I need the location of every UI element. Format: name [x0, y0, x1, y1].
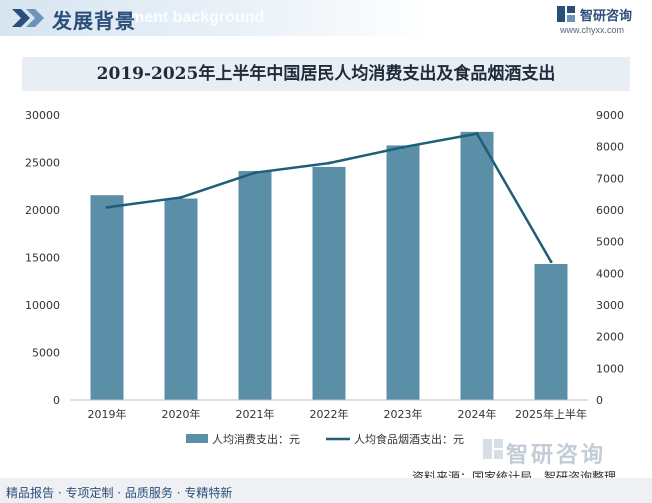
y-left-tick-1: 5000	[32, 347, 60, 360]
page-title: 发展背景	[52, 9, 136, 33]
line-point-1	[179, 195, 183, 199]
watermark-text: 智研咨询	[506, 443, 607, 468]
y-left-tick-3: 15000	[25, 252, 60, 265]
y-right-tick-6: 6000	[596, 204, 624, 217]
y-right-tick-0: 0	[596, 394, 603, 407]
chart-title: 2019-2025年上半年中国居民人均消费支出及食品烟酒支出	[96, 64, 556, 84]
bar-4	[386, 145, 420, 400]
x-tick-label-2: 2021年	[236, 407, 275, 421]
brand-url: www.chyxx.com	[560, 25, 625, 35]
legend-label-bar: 人均消费支出：元	[212, 432, 300, 446]
y-right-tick-7: 7000	[596, 172, 624, 185]
y-left-tick-2: 10000	[25, 299, 60, 312]
line-point-5	[475, 132, 479, 136]
line-point-0	[105, 205, 109, 209]
y-right-tick-2: 2000	[596, 331, 624, 344]
legend-swatch-bar	[186, 434, 208, 443]
bar-1	[164, 198, 198, 400]
y-right-tick-8: 8000	[596, 141, 624, 154]
header: ment background 发展背景 智研咨询 www.chyxx.com	[0, 0, 652, 40]
combo-chart: 2019年 2020年 2021年 2022年 2023年 2024年 2025年上半年 0 5…	[25, 109, 624, 446]
y-left-tick-5: 25000	[25, 157, 60, 170]
y-right-tick-9: 9000	[596, 109, 624, 122]
legend-label-line: 人均食品烟酒支出：元	[354, 432, 464, 446]
bar-0	[90, 195, 124, 400]
y-left-tick-6: 30000	[25, 109, 60, 122]
footer-slogan: 精品报告 · 专项定制 · 品质服务 · 专精特新	[6, 486, 233, 500]
y-right-tick-5: 5000	[596, 236, 624, 249]
line-point-3	[327, 161, 331, 165]
chart-title-band	[22, 57, 630, 91]
x-tick-label-6: 2025年上半年	[515, 407, 587, 421]
line-point-4	[401, 145, 405, 149]
x-tick-label-0: 2019年	[88, 407, 127, 421]
double-chevron-icon	[12, 9, 44, 27]
x-tick-label-5: 2024年	[458, 407, 497, 421]
header-subtitle-en: ment background	[130, 9, 265, 26]
watermark-logo-icon	[483, 439, 503, 459]
y-right-tick-3: 3000	[596, 299, 624, 312]
line-point-2	[253, 171, 257, 175]
y-right-tick-1: 1000	[596, 362, 624, 375]
bar-3	[312, 166, 346, 400]
line-point-6	[549, 260, 553, 264]
brand-logo-icon	[557, 6, 575, 22]
bar-6	[534, 263, 568, 400]
bar-2	[238, 171, 272, 400]
header-band	[0, 0, 430, 36]
y-left-tick-4: 20000	[25, 204, 60, 217]
y-left-tick-0: 0	[53, 394, 60, 407]
y-right-tick-4: 4000	[596, 267, 624, 280]
brand-name: 智研咨询	[580, 9, 633, 24]
x-tick-label-3: 2022年	[310, 407, 349, 421]
x-tick-label-1: 2020年	[162, 407, 201, 421]
bar-5	[460, 131, 494, 400]
footer: 精品报告 · 专项定制 · 品质服务 · 专精特新	[0, 478, 652, 503]
x-tick-label-4: 2023年	[384, 407, 423, 421]
